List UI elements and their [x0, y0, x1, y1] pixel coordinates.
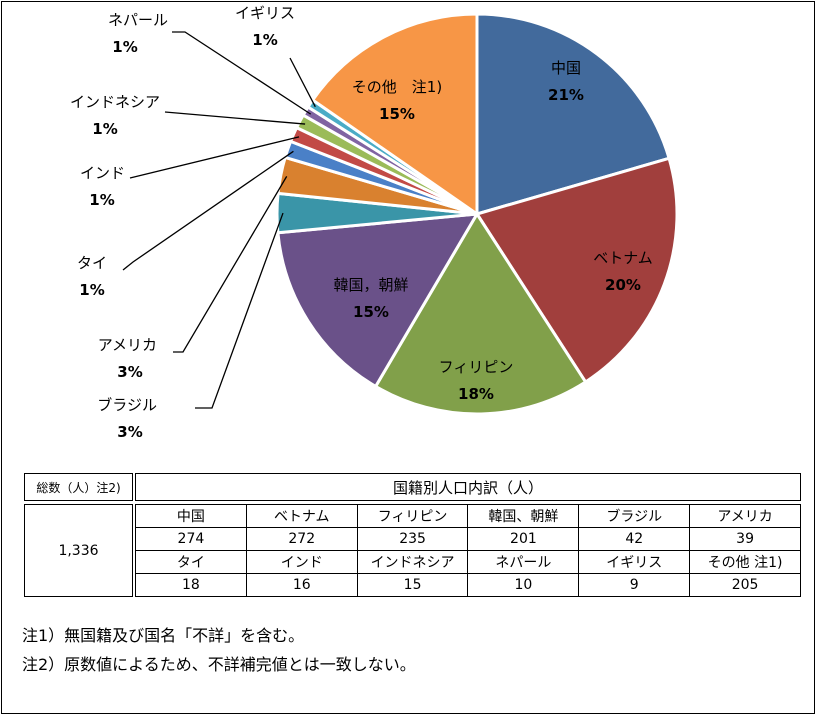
country-count: 10 — [467, 573, 580, 597]
leader-line-9 — [164, 111, 306, 125]
country-count: 18 — [135, 573, 247, 597]
slice-label: その他 注1) — [352, 78, 442, 96]
slice-label: 韓国，朝鮮 — [333, 276, 408, 294]
note-1: 注1）無国籍及び国名「不詳」を含む。 — [22, 626, 305, 645]
slice-percent: 1% — [252, 31, 277, 49]
country-name: 中国 — [135, 504, 247, 528]
pie-slice-12 — [311, 12, 479, 216]
slice-percent: 21% — [548, 86, 584, 104]
leader-line-11 — [289, 57, 316, 108]
slice-label: 中国 — [551, 59, 581, 77]
table-header: 国籍別人口内訳（人） — [135, 473, 801, 501]
population-table: 総数（人）注2) 国籍別人口内訳（人） 1,336 中国 ベトナム フィリピン … — [24, 473, 801, 597]
pie-slice-4 — [276, 212, 479, 388]
slice-label: ベトナム — [593, 249, 653, 267]
country-count: 235 — [356, 527, 469, 551]
slice-percent: 15% — [353, 303, 389, 321]
pie-slice-1 — [475, 12, 671, 216]
slice-label: ネパール — [108, 11, 168, 29]
total-label-cell: 総数（人）注2) — [24, 473, 133, 501]
leader-line-6 — [173, 176, 288, 353]
slice-percent: 20% — [605, 276, 641, 294]
country-name: ネパール — [467, 550, 580, 574]
leader-line-10 — [172, 31, 312, 115]
slice-percent: 1% — [92, 120, 117, 138]
country-count: 274 — [135, 527, 247, 551]
country-name: その他 注1) — [689, 550, 801, 574]
country-count: 15 — [356, 573, 469, 597]
pie-slice-2 — [475, 156, 679, 384]
slice-label: イギリス — [235, 4, 295, 22]
slice-percent: 3% — [117, 363, 142, 381]
country-count: 272 — [245, 527, 358, 551]
country-name: ブラジル — [578, 504, 691, 528]
slice-percent: 15% — [379, 105, 415, 123]
country-name: フィリピン — [356, 504, 469, 528]
slice-label: アメリカ — [98, 336, 157, 354]
country-count: 205 — [689, 573, 801, 597]
pie-chart: 中国 21% ベトナム 20% フィリピン 18% 韓国，朝鮮 15% ブラジル 3% アメリカ 3%… — [70, 4, 679, 441]
country-count: 42 — [578, 527, 691, 551]
slice-percent: 18% — [458, 385, 494, 403]
slice-percent: 1% — [112, 38, 137, 56]
slice-label: タイ — [77, 254, 107, 272]
slice-label: インドネシア — [70, 93, 160, 111]
leader-line-8 — [129, 136, 300, 179]
note-2: 注2）原数値によるため、不詳補完値とは一致しない。 — [22, 655, 416, 674]
country-count: 201 — [467, 527, 580, 551]
country-name: インドネシア — [356, 550, 469, 574]
country-name: アメリカ — [689, 504, 801, 528]
slice-label: ブラジル — [97, 396, 157, 414]
total-value: 1,336 — [24, 504, 133, 597]
country-name: 韓国、朝鮮 — [467, 504, 580, 528]
slice-label: インド — [80, 164, 125, 182]
slice-percent: 3% — [117, 423, 142, 441]
slice-percent: 1% — [89, 191, 114, 209]
country-name: ベトナム — [245, 504, 358, 528]
country-count: 9 — [578, 573, 691, 597]
slice-percent: 1% — [79, 281, 104, 299]
leader-line-7 — [122, 150, 294, 271]
leader-line-5 — [195, 212, 284, 409]
pie-slice-3 — [374, 212, 588, 416]
country-count: 16 — [245, 573, 358, 597]
country-count: 39 — [689, 527, 801, 551]
slice-label: フィリピン — [439, 358, 514, 376]
country-name: タイ — [135, 550, 247, 574]
country-name: インド — [245, 550, 358, 574]
country-name: イギリス — [578, 550, 691, 574]
